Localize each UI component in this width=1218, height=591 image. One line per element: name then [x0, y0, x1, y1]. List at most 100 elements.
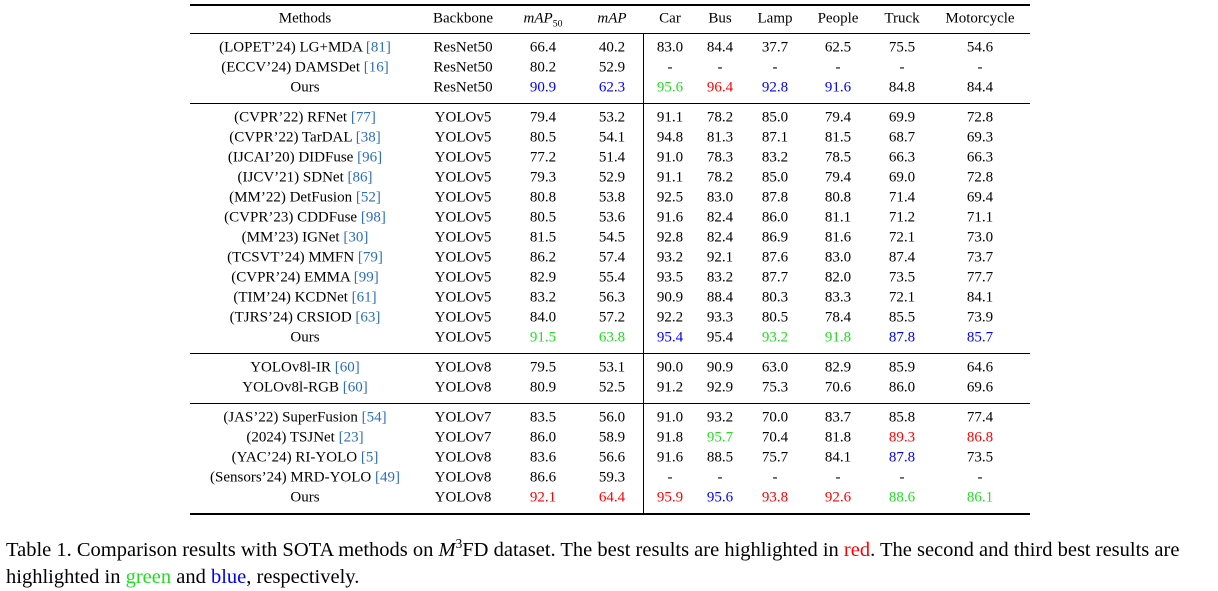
method-name: (TCSVT’24) MMFN — [227, 249, 358, 266]
value-cell: 81.8 — [824, 429, 852, 446]
header-cell: Car — [659, 10, 681, 27]
value-cell: 73.7 — [966, 249, 994, 266]
header-cell: Motorcycle — [945, 11, 1014, 27]
method-cell: (CVPR’22) RFNet [77] — [234, 109, 376, 126]
value-cell: 80.2 — [529, 59, 557, 76]
value-cell: 92.9 — [706, 379, 734, 396]
header-label-text: Lamp — [757, 10, 793, 27]
caption-segment-text: FD dataset. The best results are highlig… — [462, 539, 844, 561]
method-name: YOLOv8l-IR — [250, 359, 335, 376]
value-cell: 79.4 — [824, 109, 852, 126]
method-name: (LOPET’24) LG+MDA — [219, 39, 366, 56]
value-cell: 95.7 — [706, 429, 734, 446]
method-cell: (MM’23) IGNet [30] — [241, 229, 369, 246]
header-label-text: Truck — [884, 10, 920, 27]
citation: [77] — [350, 109, 376, 126]
value-cell: 78.5 — [824, 149, 852, 166]
value-cell: 87.8 — [761, 189, 789, 206]
value-cell: 92.8 — [761, 79, 789, 96]
caption-segment: red — [844, 539, 870, 561]
header-cell: mAP — [597, 11, 626, 27]
value-cell: 92.8 — [656, 229, 684, 246]
value-cell: 92.2 — [656, 309, 684, 326]
value-cell: 52.5 — [598, 379, 626, 396]
value-cell: 83.5 — [529, 409, 557, 426]
header-label-text: mAP — [523, 10, 553, 27]
value-cell: 83.0 — [824, 249, 852, 266]
value-cell: 77.4 — [966, 409, 994, 426]
value-cell: 94.8 — [656, 129, 684, 146]
value-cell: 87.1 — [761, 129, 789, 146]
value-cell: 83.0 — [706, 189, 734, 206]
header-label: Methods — [279, 11, 332, 27]
backbone-cell: YOLOv5 — [434, 249, 492, 266]
header-cell: People — [818, 11, 859, 27]
value-cell: 72.1 — [888, 289, 916, 306]
method-name: (MM’23) IGNet — [241, 229, 344, 246]
value-cell: - — [772, 469, 778, 486]
value-cell: 86.1 — [966, 489, 994, 506]
value-cell: 62.5 — [824, 39, 852, 56]
value-cell: 81.3 — [706, 129, 734, 146]
value-cell: 53.6 — [598, 209, 626, 226]
value-cell: 83.0 — [656, 39, 684, 56]
caption-segment-text: M — [438, 539, 456, 561]
value-cell: 82.9 — [529, 269, 557, 286]
header-label-text: Backbone — [433, 10, 493, 27]
value-cell: 78.4 — [824, 309, 852, 326]
citation: [60] — [334, 359, 360, 376]
header-cell: mAP50 — [523, 10, 563, 30]
method-name: (ECCV’24) DAMSDet — [221, 59, 364, 76]
value-cell: 63.8 — [598, 329, 626, 346]
value-cell: 86.0 — [761, 209, 789, 226]
value-cell: 81.1 — [824, 209, 852, 226]
backbone-cell: YOLOv8 — [434, 489, 492, 506]
value-cell: 37.7 — [761, 39, 789, 56]
value-cell: 75.3 — [761, 379, 789, 396]
citation: [49] — [375, 469, 400, 486]
header-label: mAP50 — [523, 10, 563, 30]
method-cell: (MM’22) DetFusion [52] — [229, 189, 381, 206]
value-cell: 93.2 — [656, 249, 684, 266]
value-cell: 83.7 — [824, 409, 852, 426]
value-cell: 87.6 — [761, 249, 789, 266]
value-cell: 73.5 — [966, 449, 994, 466]
backbone-cell: YOLOv8 — [434, 379, 492, 396]
value-cell: 53.8 — [598, 189, 626, 206]
value-cell: 82.9 — [824, 359, 852, 376]
value-cell: 91.5 — [529, 329, 557, 346]
value-cell: 83.2 — [706, 269, 734, 286]
value-cell: 66.3 — [888, 149, 916, 166]
method-cell: (IJCAI’20) DIDFuse [96] — [228, 150, 382, 166]
citation: [16] — [363, 59, 389, 76]
value-cell: 54.6 — [966, 39, 994, 56]
value-cell: 91.8 — [656, 429, 684, 446]
header-label-sub: 50 — [552, 18, 563, 30]
value-cell: 63.0 — [761, 359, 789, 376]
value-cell: 69.4 — [966, 189, 994, 206]
value-cell: 85.0 — [761, 109, 789, 126]
value-cell: 95.4 — [656, 329, 684, 346]
value-cell: 85.0 — [761, 169, 789, 186]
citation: [60] — [342, 379, 368, 396]
value-cell: 95.6 — [656, 79, 684, 96]
value-cell: 79.4 — [824, 169, 852, 186]
header-label-text: Bus — [708, 10, 732, 27]
value-cell: 83.3 — [824, 289, 852, 306]
value-cell: 93.5 — [656, 269, 684, 286]
method-cell: (IJCV’21) SDNet [86] — [238, 170, 373, 186]
value-cell: 85.5 — [888, 309, 916, 326]
method-cell: (CVPR’23) CDDFuse [98] — [224, 210, 386, 226]
method-cell: (YAC’24) RI-YOLO [5] — [232, 450, 379, 466]
value-cell: 84.1 — [966, 289, 994, 306]
method-name: (2024) TSJNet — [246, 429, 339, 446]
value-cell: 90.9 — [529, 79, 557, 96]
method-cell: (CVPR’24) EMMA [99] — [231, 270, 379, 286]
header-label-text: Car — [659, 10, 681, 27]
value-cell: 64.4 — [598, 489, 626, 506]
header-cell: Methods — [279, 11, 332, 27]
value-cell: - — [899, 59, 905, 76]
value-cell: 82.4 — [706, 209, 734, 226]
backbone-cell: YOLOv5 — [434, 329, 492, 346]
method-name: (MM’22) DetFusion — [229, 189, 356, 206]
